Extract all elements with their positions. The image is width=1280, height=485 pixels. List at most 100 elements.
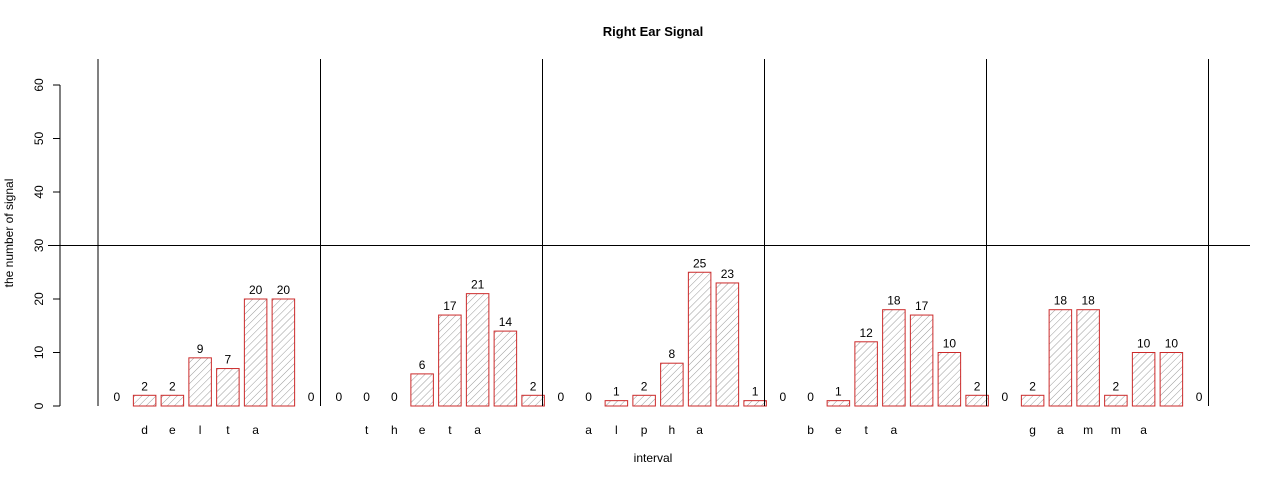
group-letter: m: [1083, 423, 1093, 437]
group-letter: a: [252, 423, 259, 437]
bar-value-label: 0: [308, 390, 315, 404]
group-letter: h: [669, 423, 676, 437]
bar-value-label: 23: [721, 267, 735, 281]
group-letter: a: [1057, 423, 1064, 437]
bar-value-label: 2: [974, 379, 981, 393]
bar-value-label: 0: [558, 390, 565, 404]
bar: [965, 394, 989, 407]
bar-value-label: 1: [835, 385, 842, 399]
bar: [271, 298, 296, 407]
y-tick-label: 50: [32, 132, 46, 146]
bar: [854, 341, 878, 407]
bar-value-label: 2: [169, 379, 176, 393]
bar-value-label: 0: [391, 390, 398, 404]
bar: [687, 271, 712, 407]
bar: [1076, 309, 1100, 407]
bar-value-label: 9: [197, 342, 204, 356]
group-letter: a: [696, 423, 703, 437]
group-letter: l: [199, 423, 202, 437]
group-letter: h: [391, 423, 398, 437]
group-letter: a: [474, 423, 481, 437]
group-letter: a: [891, 423, 898, 437]
bar: [660, 362, 684, 407]
bar-value-label: 0: [585, 390, 592, 404]
bar-value-label: 2: [141, 379, 148, 393]
bar-value-label: 20: [249, 283, 263, 297]
bar-value-label: 10: [943, 337, 957, 351]
bar: [604, 400, 629, 407]
bar-value-label: 7: [225, 353, 232, 367]
y-tick-label: 10: [32, 346, 46, 360]
bar: [188, 357, 212, 407]
group-letter: a: [585, 423, 592, 437]
bar: [410, 373, 434, 407]
group-letter: e: [419, 423, 426, 437]
bar: [909, 314, 934, 407]
group-letter: a: [1140, 423, 1147, 437]
bar: [1048, 309, 1073, 407]
group-letter: t: [448, 423, 452, 437]
bar: [715, 282, 740, 407]
bar-value-label: 2: [641, 379, 648, 393]
bar: [1020, 394, 1045, 407]
bar: [243, 298, 268, 407]
bar-value-label: 2: [1113, 379, 1120, 393]
group-letter: t: [365, 423, 369, 437]
bar: [937, 352, 962, 407]
bar: [216, 368, 240, 407]
bar-value-label: 1: [613, 385, 620, 399]
bar-value-label: 2: [1029, 379, 1036, 393]
bar: [1131, 352, 1156, 407]
y-tick-label: 20: [32, 292, 46, 306]
bar: [160, 394, 185, 407]
y-tick-label: 0: [32, 402, 46, 409]
bar-value-label: 0: [1002, 390, 1009, 404]
y-tick-label: 30: [32, 239, 46, 253]
bar: [743, 400, 767, 407]
bar-value-label: 0: [114, 390, 121, 404]
y-tick-label: 40: [32, 185, 46, 199]
group-letter: m: [1111, 423, 1121, 437]
bar-value-label: 25: [693, 256, 707, 270]
bar-value-label: 6: [419, 358, 426, 372]
group-letter: t: [226, 423, 230, 437]
bar: [826, 400, 851, 407]
reference-lines: [48, 59, 1250, 406]
bar: [882, 309, 906, 407]
group-letter: l: [615, 423, 618, 437]
bar: [1159, 352, 1184, 407]
group-letter: t: [864, 423, 868, 437]
bar-value-label: 2: [530, 379, 537, 393]
bar-value-label: 0: [363, 390, 370, 404]
bar: [521, 394, 545, 407]
y-axis: 0 10 20 30 40 50 60: [32, 78, 61, 409]
bar-value-label: 14: [499, 315, 513, 329]
x-axis-label: interval: [634, 451, 673, 465]
bar: [465, 293, 490, 407]
y-axis-label: the number of signal: [2, 179, 16, 288]
bar-value-label: 10: [1137, 337, 1151, 351]
bar: [438, 314, 462, 407]
bar-value-label: 17: [915, 299, 929, 313]
bar-value-label: 12: [859, 326, 873, 340]
bar: [132, 394, 157, 407]
bar-value-label: 8: [669, 347, 676, 361]
bar-value-label: 0: [336, 390, 343, 404]
bar-value-label: 1: [752, 385, 759, 399]
chart-title: Right Ear Signal: [603, 24, 703, 39]
bar-value-label: 0: [780, 390, 787, 404]
bar-value-label: 18: [1081, 294, 1095, 308]
bar-value-label: 0: [807, 390, 814, 404]
bar-value-label: 17: [443, 299, 457, 313]
group-letter: b: [807, 423, 814, 437]
group-letter: e: [835, 423, 842, 437]
bar-value-label: 21: [471, 278, 485, 292]
bar-value-label: 18: [1054, 294, 1068, 308]
bar-value-label: 10: [1165, 337, 1179, 351]
bar-value-label: 0: [1196, 390, 1203, 404]
group-letter: g: [1029, 423, 1036, 437]
